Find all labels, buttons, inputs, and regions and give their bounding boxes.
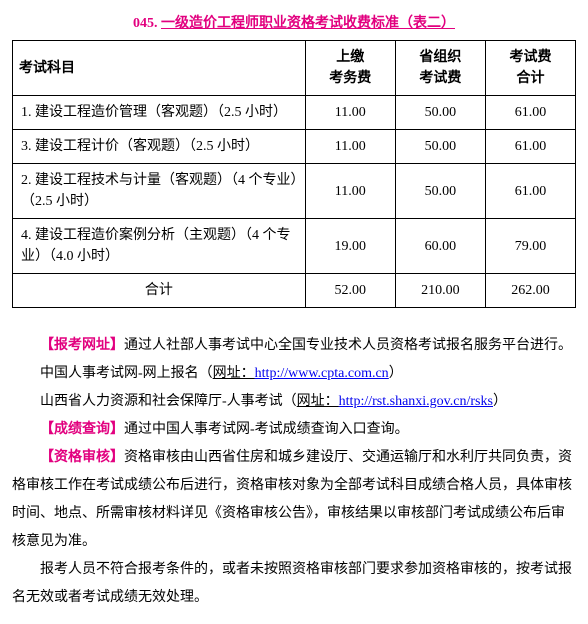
link-shanxi[interactable]: http://rst.shanxi.gov.cn/rsks <box>339 394 493 409</box>
header-fee2-l2: 考试费 <box>419 71 461 86</box>
cell-fee2: 60.00 <box>395 219 485 274</box>
text-signup: 通过人社部人事考试中心全国专业技术人员资格考试报名服务平台进行。 <box>124 338 572 353</box>
cell-fee3: 61.00 <box>485 130 575 164</box>
cell-subject: 2. 建设工程技术与计量（客观题）（4 个专业）（2.5 小时） <box>13 164 306 219</box>
table-row: 4. 建设工程造价案例分析（主观题）（4 个专业）（4.0 小时） 19.00 … <box>13 219 576 274</box>
text-cpta-post: ） <box>389 366 403 381</box>
cell-fee3: 79.00 <box>485 219 575 274</box>
header-fee3: 考试费 合计 <box>485 41 575 96</box>
label-signup: 【报考网址】 <box>40 338 124 353</box>
header-fee2-l1: 省组织 <box>419 50 461 65</box>
cell-fee3: 61.00 <box>485 96 575 130</box>
title-text: 一级造价工程师职业资格考试收费标准（表二） <box>161 16 455 31</box>
header-fee1: 上缴 考务费 <box>305 41 395 96</box>
cell-fee2: 50.00 <box>395 96 485 130</box>
cell-fee1: 11.00 <box>305 164 395 219</box>
header-fee2: 省组织 考试费 <box>395 41 485 96</box>
cell-fee3: 61.00 <box>485 164 575 219</box>
fee-table: 考试科目 上缴 考务费 省组织 考试费 考试费 合计 1. 建设工程造价管理（客… <box>12 40 576 308</box>
text-score: 通过中国人事考试网-考试成绩查询入口查询。 <box>124 422 409 437</box>
para-score-query: 【成绩查询】通过中国人事考试网-考试成绩查询入口查询。 <box>12 416 576 444</box>
header-fee1-l2: 考务费 <box>329 71 371 86</box>
cell-subject: 3. 建设工程计价（客观题）（2.5 小时） <box>13 130 306 164</box>
table-row: 3. 建设工程计价（客观题）（2.5 小时） 11.00 50.00 61.00 <box>13 130 576 164</box>
para-link-cpta: 中国人事考试网-网上报名（网址：http://www.cpta.com.cn） <box>12 360 576 388</box>
table-header-row: 考试科目 上缴 考务费 省组织 考试费 考试费 合计 <box>13 41 576 96</box>
title-number: 045. <box>133 16 158 31</box>
table-row: 2. 建设工程技术与计量（客观题）（4 个专业）（2.5 小时） 11.00 5… <box>13 164 576 219</box>
text-invalid: 报考人员不符合报考条件的，或者未按照资格审核部门要求参加资格审核的，按考试报名无… <box>12 562 572 605</box>
header-fee3-l1: 考试费 <box>509 50 551 65</box>
cell-fee2: 50.00 <box>395 164 485 219</box>
link-label-cpta: 网址： <box>213 366 255 381</box>
header-fee3-l2: 合计 <box>516 71 544 86</box>
header-subject: 考试科目 <box>13 41 306 96</box>
table-row: 1. 建设工程造价管理（客观题）（2.5 小时） 11.00 50.00 61.… <box>13 96 576 130</box>
cell-fee1: 11.00 <box>305 130 395 164</box>
cell-total-label: 合计 <box>13 274 306 308</box>
para-link-shanxi: 山西省人力资源和社会保障厅-人事考试（网址：http://rst.shanxi.… <box>12 388 576 416</box>
cell-subject: 1. 建设工程造价管理（客观题）（2.5 小时） <box>13 96 306 130</box>
page-title: 045. 一级造价工程师职业资格考试收费标准（表二） <box>12 12 576 32</box>
text-cpta-pre: 中国人事考试网-网上报名（ <box>40 366 213 381</box>
cell-fee1: 11.00 <box>305 96 395 130</box>
label-score: 【成绩查询】 <box>40 422 124 437</box>
para-invalid: 报考人员不符合报考条件的，或者未按照资格审核部门要求参加资格审核的，按考试报名无… <box>12 556 576 612</box>
link-cpta[interactable]: http://www.cpta.com.cn <box>255 366 389 381</box>
text-shanxi-pre: 山西省人力资源和社会保障厅-人事考试（ <box>40 394 297 409</box>
table-total-row: 合计 52.00 210.00 262.00 <box>13 274 576 308</box>
header-fee1-l1: 上缴 <box>336 50 364 65</box>
cell-fee2: 50.00 <box>395 130 485 164</box>
cell-subject: 4. 建设工程造价案例分析（主观题）（4 个专业）（4.0 小时） <box>13 219 306 274</box>
cell-total-f1: 52.00 <box>305 274 395 308</box>
cell-fee1: 19.00 <box>305 219 395 274</box>
text-shanxi-post: ） <box>493 394 507 409</box>
link-label-shanxi: 网址： <box>297 394 339 409</box>
para-signup-url: 【报考网址】通过人社部人事考试中心全国专业技术人员资格考试报名服务平台进行。 <box>12 332 576 360</box>
para-qualification: 【资格审核】资格审核由山西省住房和城乡建设厅、交通运输厅和水利厅共同负责，资格审… <box>12 444 576 556</box>
cell-total-f2: 210.00 <box>395 274 485 308</box>
label-qual: 【资格审核】 <box>40 450 124 465</box>
cell-total-f3: 262.00 <box>485 274 575 308</box>
